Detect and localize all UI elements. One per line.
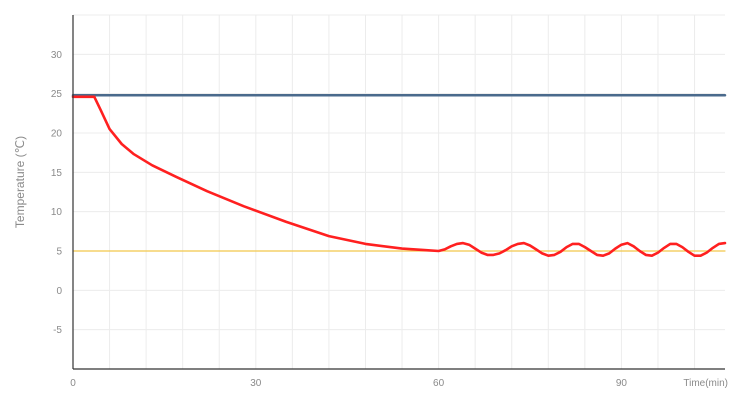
- y-tick-label: 25: [51, 89, 63, 100]
- y-tick-label: 20: [51, 129, 63, 140]
- series-layer: [71, 93, 727, 257]
- axes: [72, 15, 725, 370]
- y-tick-label: -5: [53, 325, 62, 336]
- y-tick-label: 30: [51, 50, 63, 61]
- x-tick-label: 30: [250, 378, 262, 389]
- y-tick-label: 15: [51, 168, 63, 179]
- series-line-3: [71, 95, 727, 257]
- y-tick-label: 10: [51, 207, 63, 218]
- x-tick-label: 0: [70, 378, 76, 389]
- x-tick-label: 90: [616, 378, 628, 389]
- x-tick-label: 60: [433, 378, 445, 389]
- x-axis-title: Time(min): [683, 378, 728, 389]
- grid: [73, 14, 725, 369]
- y-tick-label: 0: [56, 286, 62, 297]
- y-tick-label: 5: [56, 247, 62, 258]
- y-axis-title: Temperature (℃): [13, 136, 27, 228]
- labels: 30 25 20 15 10 5 0 -5 0 30 60 90 Time(min) Temperatur…: [13, 50, 728, 389]
